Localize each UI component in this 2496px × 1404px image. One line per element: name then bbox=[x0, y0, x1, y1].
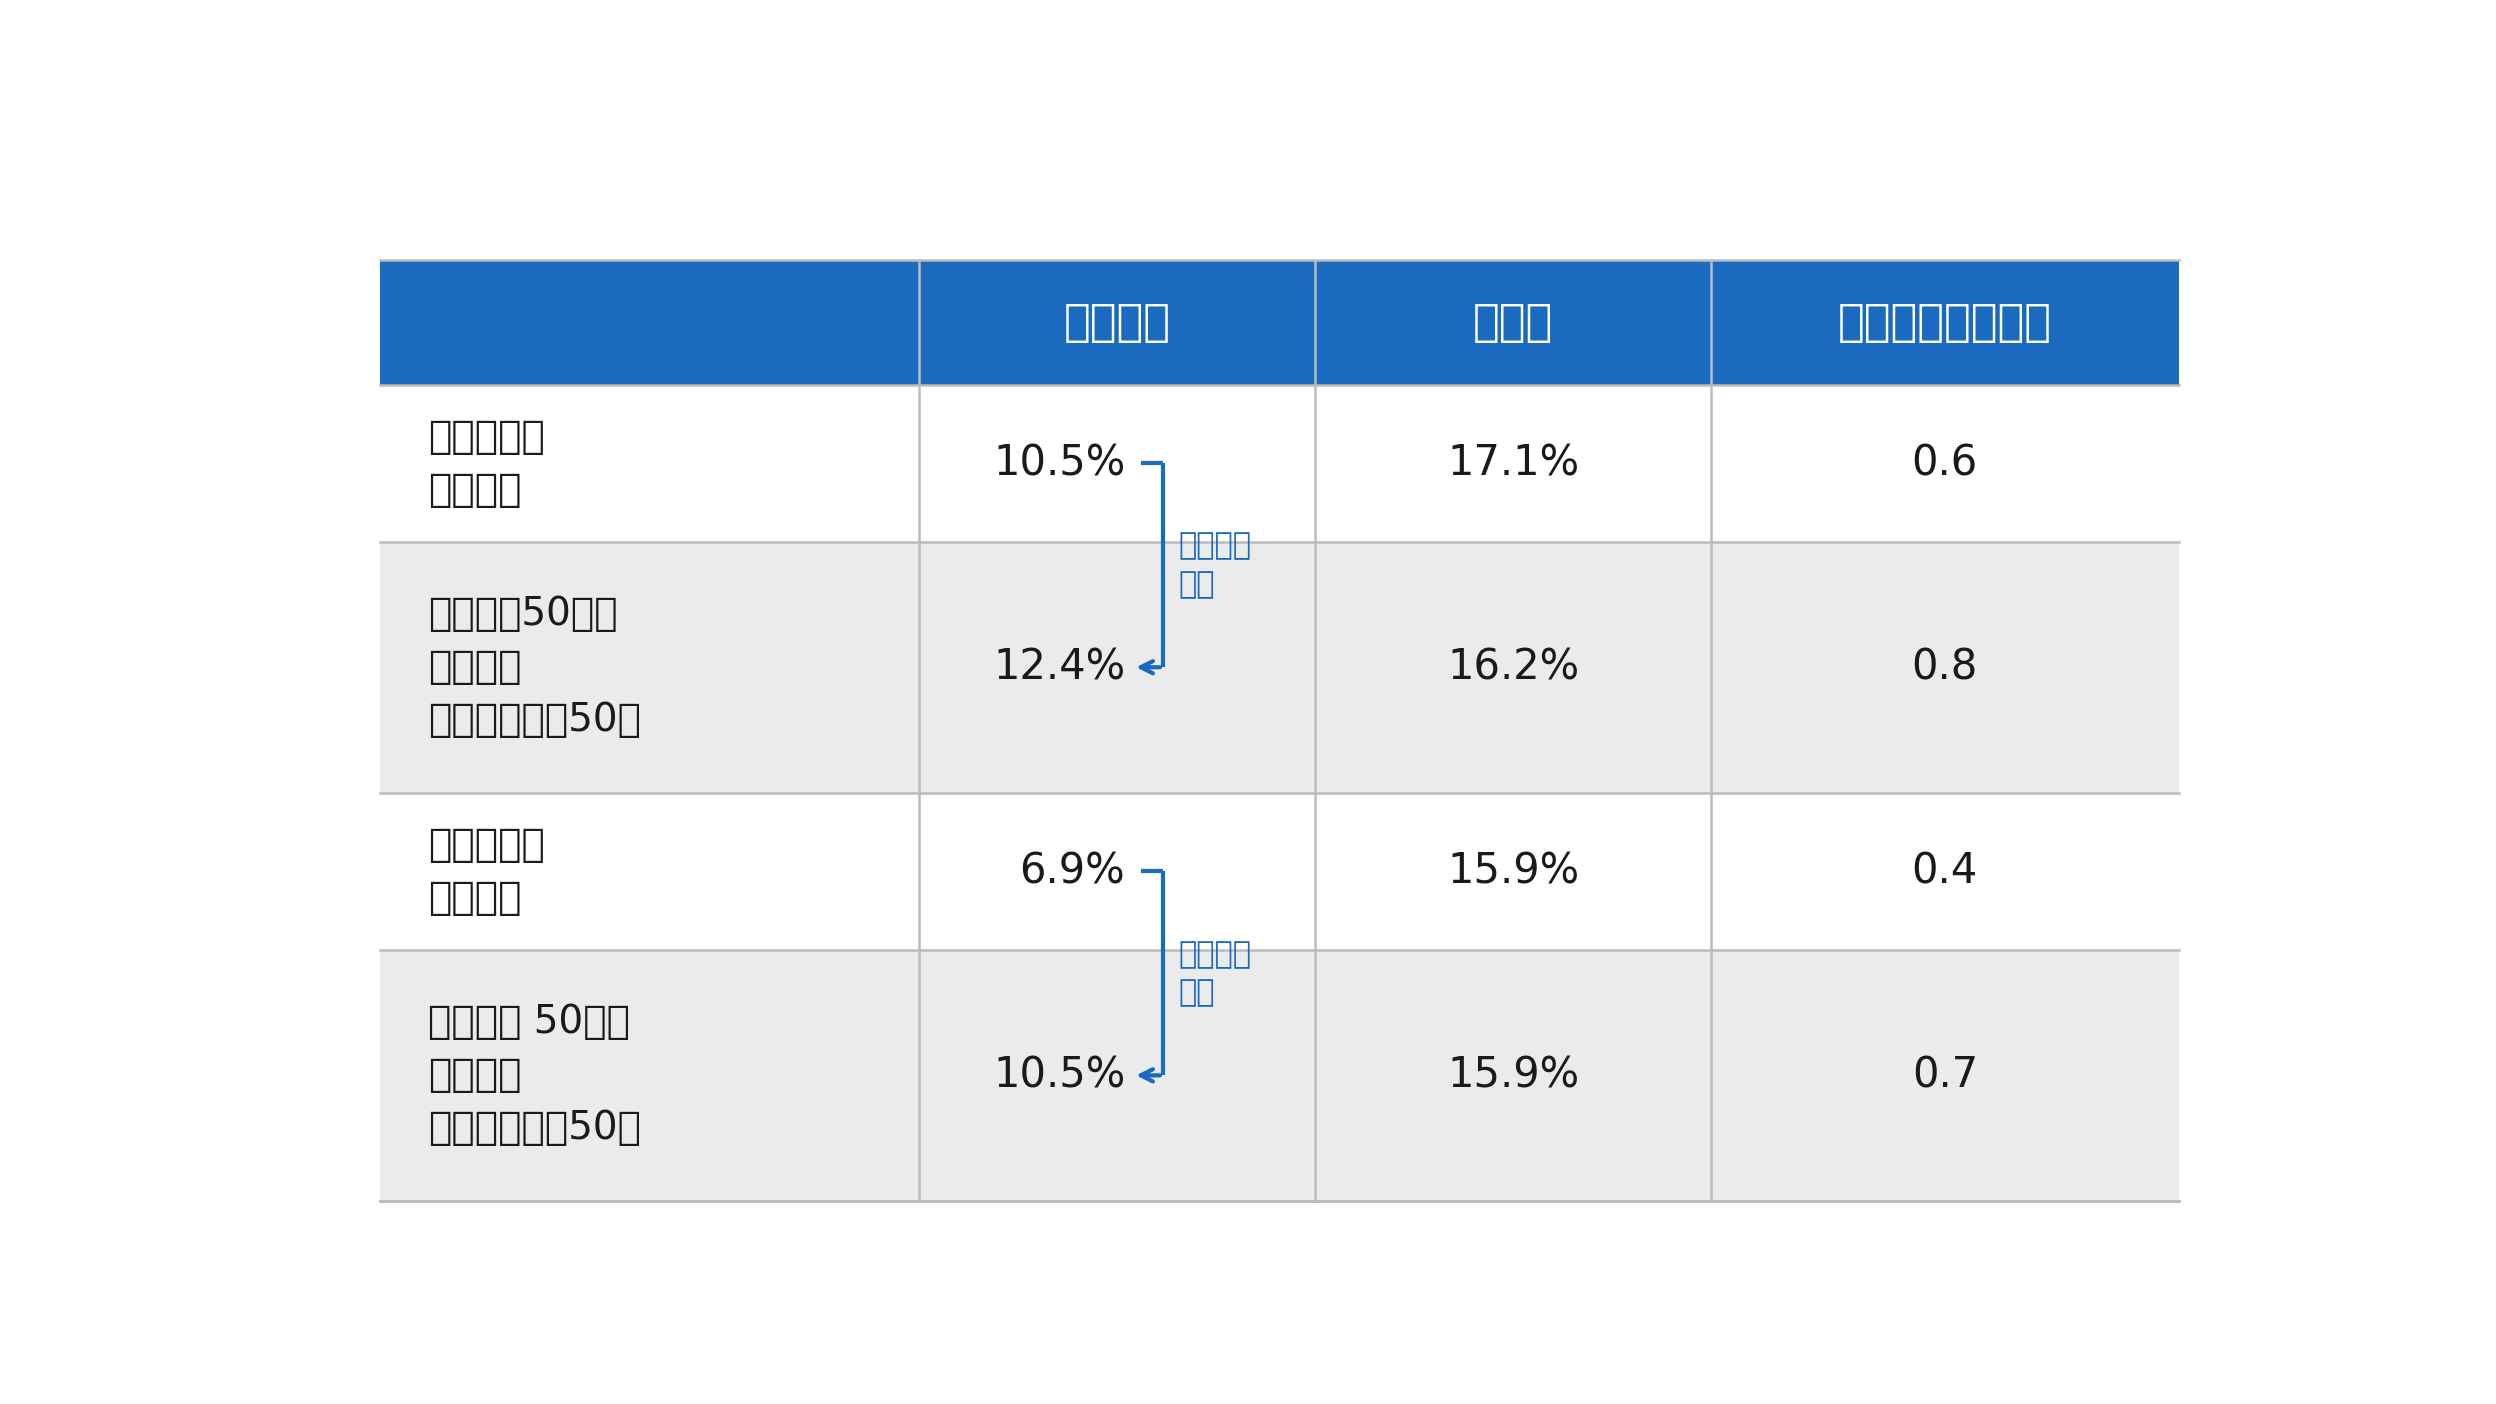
Text: グロース型
ファンド: グロース型 ファンド bbox=[429, 417, 544, 508]
Text: 0.6: 0.6 bbox=[1912, 442, 1977, 484]
Text: リターン／リスク: リターン／リスク bbox=[1837, 300, 2052, 344]
Text: 0.7: 0.7 bbox=[1912, 1054, 1977, 1097]
Text: 15.9%: 15.9% bbox=[1448, 851, 1580, 893]
Text: リターン
改善: リターン 改善 bbox=[1178, 939, 1250, 1007]
Text: 12.4%: 12.4% bbox=[993, 646, 1126, 688]
Text: 17.1%: 17.1% bbox=[1448, 442, 1580, 484]
Bar bbox=[379, 949, 2179, 1200]
Bar bbox=[379, 385, 2179, 542]
Text: リスク: リスク bbox=[1473, 300, 1553, 344]
Text: 6.9%: 6.9% bbox=[1018, 851, 1126, 893]
Text: バリュー型
ファンド: バリュー型 ファンド bbox=[429, 826, 544, 917]
Bar bbox=[379, 260, 2179, 385]
Text: 0.8: 0.8 bbox=[1912, 646, 1977, 688]
Text: 16.2%: 16.2% bbox=[1448, 646, 1580, 688]
Text: 10.5%: 10.5% bbox=[993, 1054, 1126, 1097]
Bar bbox=[379, 793, 2179, 949]
Text: 15.9%: 15.9% bbox=[1448, 1054, 1580, 1097]
Text: リターン
改善: リターン 改善 bbox=[1178, 532, 1250, 598]
Text: バリュー 50％＋
連動対象
インデックス50％: バリュー 50％＋ 連動対象 インデックス50％ bbox=[429, 1004, 641, 1147]
Text: 0.4: 0.4 bbox=[1912, 851, 1977, 893]
Text: 10.5%: 10.5% bbox=[993, 442, 1126, 484]
Bar bbox=[379, 542, 2179, 793]
Text: グロース50％＋
連動対象
インデックス50％: グロース50％＋ 連動対象 インデックス50％ bbox=[429, 595, 641, 740]
Text: リターン: リターン bbox=[1063, 300, 1171, 344]
